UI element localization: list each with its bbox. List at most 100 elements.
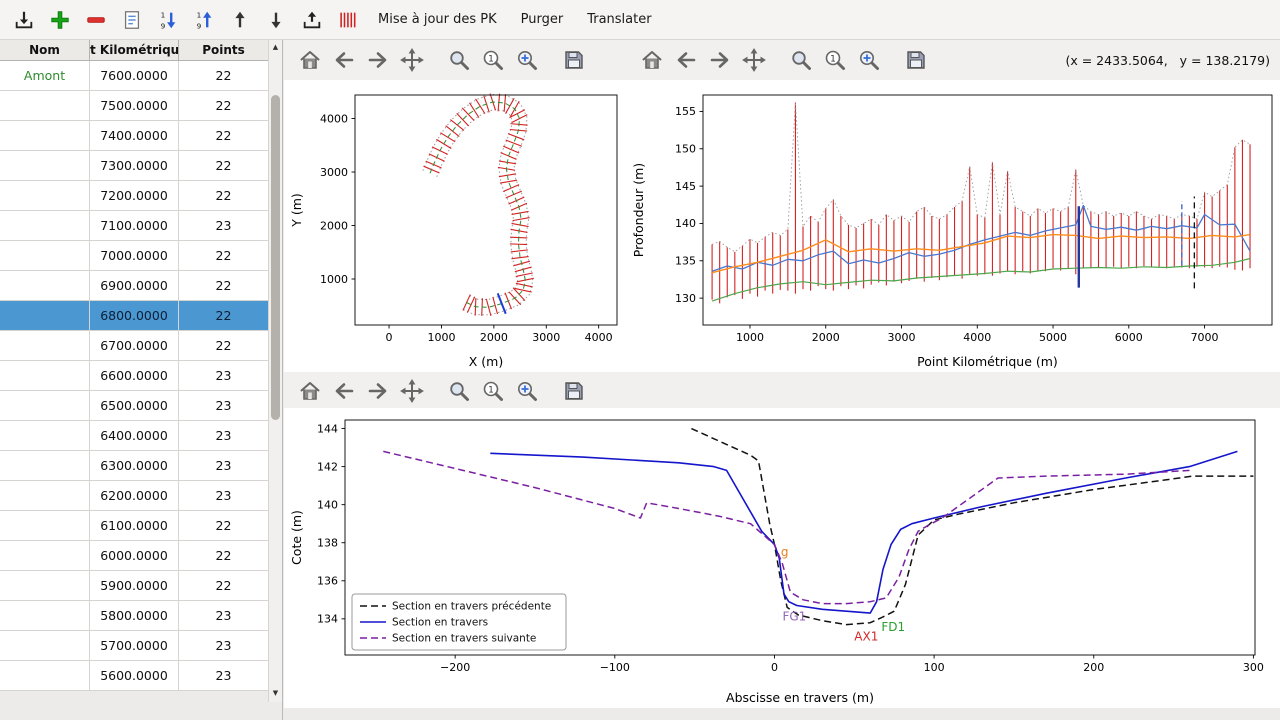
table-row[interactable]: 7100.0000 23 [0, 211, 269, 241]
cross-section-chart[interactable]: g FG1 AX1 FD1 Section en travers précédente S… [288, 408, 1273, 712]
table-row[interactable]: 6000.0000 22 [0, 541, 269, 571]
plan-view-chart[interactable]: 0 1000 2000 3000 4000 1000 2000 3000 4000 X (m) Y … [288, 82, 623, 376]
cell-pk: 7200.0000 [90, 181, 179, 211]
table-row[interactable]: 7300.0000 22 [0, 151, 269, 181]
cell-pts: 22 [179, 151, 269, 181]
add-icon [49, 9, 71, 31]
zoom-region-button[interactable] [513, 47, 540, 74]
column-header-pk[interactable]: t Kilométrique [90, 40, 179, 60]
forward-button[interactable] [364, 47, 391, 74]
zoom-region-button[interactable] [513, 378, 540, 405]
pan-button[interactable] [740, 47, 767, 74]
forward-button[interactable] [706, 47, 733, 74]
table-row[interactable]: 6400.0000 23 [0, 421, 269, 451]
cell-nom [0, 91, 90, 121]
svg-text:200: 200 [1083, 661, 1104, 674]
zoom-plus-icon [515, 48, 539, 72]
zoom-one-button[interactable]: 1 [821, 47, 848, 74]
save-button[interactable] [560, 47, 587, 74]
table-row[interactable]: 6800.0000 22 [0, 301, 269, 331]
longitudinal-profile-chart[interactable]: 1000 2000 3000 4000 5000 6000 7000 130 135 140 145… [630, 82, 1278, 376]
table-row[interactable]: 6100.0000 22 [0, 511, 269, 541]
home-button[interactable] [296, 378, 323, 405]
cell-nom [0, 361, 90, 391]
export-button[interactable] [296, 4, 328, 36]
move-up-button[interactable] [224, 4, 256, 36]
table-row[interactable]: 6600.0000 23 [0, 361, 269, 391]
back-button[interactable] [330, 47, 357, 74]
cell-pts: 22 [179, 301, 269, 331]
svg-text:FG1: FG1 [782, 610, 806, 624]
cell-nom [0, 211, 90, 241]
svg-text:100: 100 [924, 661, 945, 674]
table-row[interactable]: 7000.0000 22 [0, 241, 269, 271]
scroll-up-button[interactable]: ▲ [272, 43, 279, 51]
pan-button[interactable] [398, 47, 425, 74]
table-row[interactable]: 6300.0000 23 [0, 451, 269, 481]
update-pk-button[interactable]: Mise à jour des PK [368, 4, 507, 36]
purger-button[interactable]: Purger [511, 4, 574, 36]
table-row[interactable]: 5800.0000 23 [0, 601, 269, 631]
zoom-button[interactable] [445, 378, 472, 405]
scroll-down-button[interactable]: ▼ [272, 689, 279, 697]
table-row[interactable]: 6200.0000 23 [0, 481, 269, 511]
cell-pk: 7600.0000 [90, 61, 179, 91]
cell-pts: 22 [179, 511, 269, 541]
cell-pts: 23 [179, 391, 269, 421]
table-row[interactable]: 5600.0000 23 [0, 661, 269, 691]
add-button[interactable] [44, 4, 76, 36]
edit-button[interactable] [116, 4, 148, 36]
scrollbar-thumb[interactable] [271, 95, 280, 420]
pan-button[interactable] [398, 378, 425, 405]
back-button[interactable] [330, 378, 357, 405]
zoom-button[interactable] [445, 47, 472, 74]
cell-pts: 23 [179, 361, 269, 391]
svg-text:134: 134 [317, 613, 338, 626]
cell-pts: 23 [179, 421, 269, 451]
column-header-nom[interactable]: Nom [0, 40, 90, 60]
svg-text:140: 140 [675, 217, 696, 230]
zoom-icon [447, 48, 471, 72]
svg-text:1000: 1000 [736, 331, 764, 344]
translater-button[interactable]: Translater [577, 4, 661, 36]
save-button[interactable] [560, 378, 587, 405]
back-icon [332, 48, 356, 72]
svg-text:130: 130 [675, 292, 696, 305]
table-row[interactable]: 6500.0000 23 [0, 391, 269, 421]
table-row[interactable]: 5700.0000 23 [0, 631, 269, 661]
column-header-points[interactable]: Points [179, 40, 269, 60]
cell-nom [0, 241, 90, 271]
table-row[interactable]: 7400.0000 22 [0, 121, 269, 151]
home-button[interactable] [638, 47, 665, 74]
cell-pts: 22 [179, 181, 269, 211]
zoom-one-button[interactable]: 1 [479, 47, 506, 74]
zoom-one-button[interactable]: 1 [479, 378, 506, 405]
home-button[interactable] [296, 47, 323, 74]
table-row[interactable]: Amont 7600.0000 22 [0, 61, 269, 91]
table-row[interactable]: 7200.0000 22 [0, 181, 269, 211]
cell-nom [0, 151, 90, 181]
import-button[interactable] [8, 4, 40, 36]
table-row[interactable]: 6700.0000 22 [0, 331, 269, 361]
table-row[interactable]: 7500.0000 22 [0, 91, 269, 121]
svg-text:6000: 6000 [1115, 331, 1143, 344]
home-icon [298, 379, 322, 403]
zoom-button[interactable] [787, 47, 814, 74]
cell-nom [0, 181, 90, 211]
save-button[interactable] [902, 47, 929, 74]
home-icon [640, 48, 664, 72]
zoom-region-button[interactable] [855, 47, 882, 74]
cell-pk: 7300.0000 [90, 151, 179, 181]
forward-button[interactable] [364, 378, 391, 405]
table-row[interactable]: 6900.0000 22 [0, 271, 269, 301]
table-scrollbar[interactable]: ▲ ▼ [268, 40, 282, 702]
back-button[interactable] [672, 47, 699, 74]
remove-button[interactable] [80, 4, 112, 36]
cell-pk: 6300.0000 [90, 451, 179, 481]
zoom-icon [789, 48, 813, 72]
move-down-button[interactable] [260, 4, 292, 36]
sections-button[interactable] [332, 4, 364, 36]
table-row[interactable]: 5900.0000 22 [0, 571, 269, 601]
